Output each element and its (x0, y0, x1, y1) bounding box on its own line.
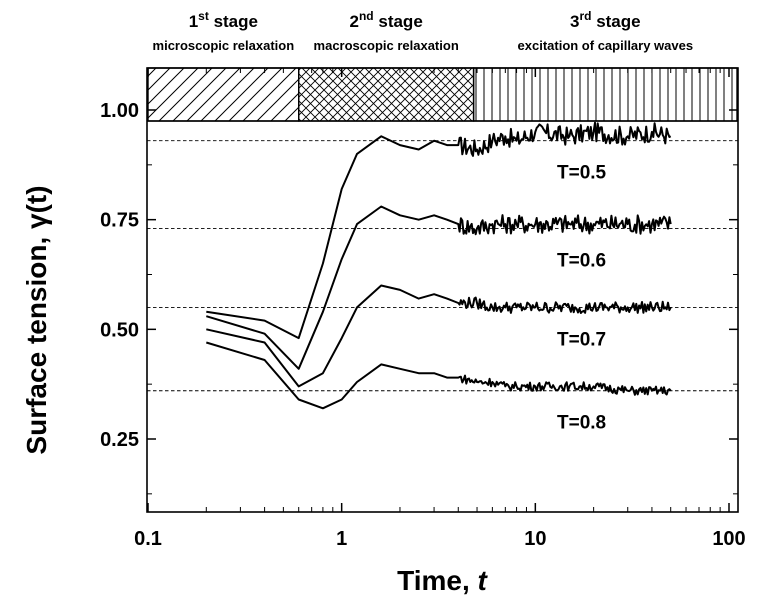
stage-2-title: 2nd stage (350, 9, 423, 31)
stage-band-3 (472, 67, 738, 122)
series-line-2 (206, 205, 672, 370)
x-tick-label: 100 (712, 528, 745, 550)
stage-band-2 (298, 67, 475, 122)
y-axis-title: Surface tension, γ(t) (21, 185, 52, 454)
stage-bands (147, 67, 738, 122)
stage-3-title: 3rd stage (570, 9, 641, 31)
stage-labels: 1st stage microscopic relaxation 2nd stage… (153, 9, 694, 53)
axis-ticks: 0.1 1 10 100 0.25 0.50 0.75 1.00 (100, 68, 746, 550)
stage-1-title: 1st stage (189, 9, 258, 31)
x-tick-label: 0.1 (134, 528, 162, 550)
series-label-1: T=0.5 (557, 163, 607, 184)
series-label-3: T=0.7 (557, 329, 606, 350)
equilibrium-lines (147, 140, 738, 392)
y-tick-label: 0.50 (100, 319, 139, 341)
x-tick-label: 1 (336, 528, 347, 550)
x-axis-title-italic: t (478, 565, 489, 596)
data-curves (206, 121, 672, 410)
plot-frame (146, 67, 739, 513)
x-tick-label: 10 (524, 528, 546, 550)
stage-2-subtitle: macroscopic relaxation (314, 38, 459, 53)
stage-band-1 (147, 67, 300, 122)
series-line-4 (206, 341, 672, 410)
y-tick-label: 0.25 (100, 429, 139, 451)
series-line-3 (206, 284, 672, 388)
stage-3-subtitle: excitation of capillary waves (518, 38, 694, 53)
curve-labels: T=0.5 T=0.6 T=0.7 T=0.8 (557, 163, 607, 434)
y-tick-label: 1.00 (100, 100, 139, 122)
y-tick-label: 0.75 (100, 210, 139, 232)
series-label-4: T=0.8 (557, 413, 606, 434)
series-line-1 (206, 121, 672, 340)
x-axis-title: Time, t (397, 565, 488, 596)
series-label-2: T=0.6 (557, 250, 606, 271)
stage-1-subtitle: microscopic relaxation (153, 38, 295, 53)
